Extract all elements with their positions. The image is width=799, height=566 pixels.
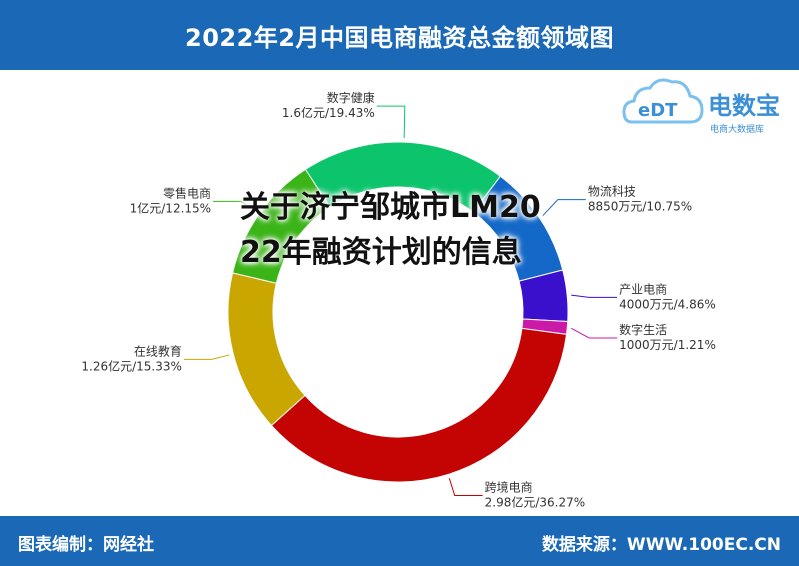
leader-line-4 [448,478,483,496]
slice-4 [270,327,568,483]
slice-value-5: 1.26亿元/15.33% [81,358,182,373]
logo-brand: 电数宝 [708,92,780,120]
logo-badge: eDT [638,100,678,121]
slice-value-4: 2.98亿元/36.27% [485,494,586,509]
leader-line-3 [570,327,618,339]
leader-line-7 [376,105,406,139]
slice-value-7: 1.6亿元/19.43% [282,105,375,120]
slice-value-2: 4000万元/4.86% [619,297,716,311]
slice-label-3: 数字生活 [619,322,667,337]
footer-credit: 图表编制：网经社 [18,535,154,555]
chart-title: 2022年2月中国电商融资总金额领域图 [185,23,614,52]
slice-value-1: 8850万元/10.75% [588,200,692,214]
slice-value-6: 1亿元/12.15% [130,200,211,215]
chart-header: 2022年2月中国电商融资总金额领域图 [0,0,799,70]
slice-5 [227,272,306,427]
leader-line-1 [542,199,586,216]
slice-label-5: 在线教育 [134,343,182,358]
leader-line-6 [213,200,257,213]
leader-line-5 [183,354,230,360]
slice-7 [304,141,502,213]
donut-slices [227,141,569,483]
slice-label-6: 零售电商 [163,185,211,200]
slice-value-3: 1000万元/1.21% [619,338,716,352]
chart-footer: 图表编制：网经社 数据来源：WWW.100EC.CN [0,516,799,566]
logo-subtitle: 电商大数据库 [710,125,765,135]
slice-label-1: 物流科技 [588,185,636,199]
footer-source: 数据来源：WWW.100EC.CN [541,535,781,555]
slice-label-4: 跨境电商 [485,479,533,494]
overlay-watermark-text: 关于济宁邹城市LM2022年融资计划的信息 [240,190,541,270]
leader-line-2 [571,294,618,298]
slice-label-7: 数字健康 [327,90,375,105]
brand-logo: eDT 电数宝 电商大数据库 [620,70,795,140]
cloud-logo-icon: eDT [622,78,704,124]
slice-label-2: 产业电商 [619,281,667,296]
